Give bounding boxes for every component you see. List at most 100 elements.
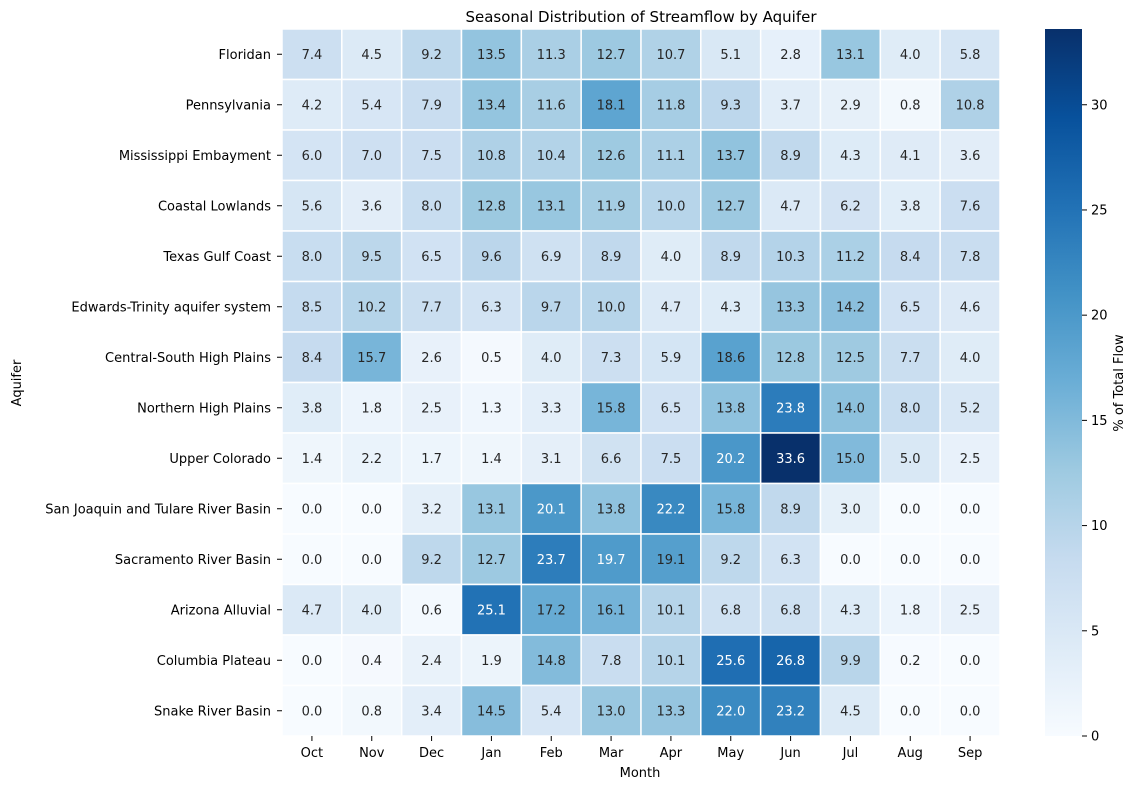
heatmap-cell xyxy=(460,533,523,586)
cell-value-label: 3.6 xyxy=(960,149,981,164)
heatmap-cell xyxy=(939,634,1001,687)
cell-value-label: 3.7 xyxy=(780,98,801,113)
colorbar-tick-label: 25 xyxy=(1091,203,1108,218)
cell-value-label: 6.8 xyxy=(720,603,741,618)
cell-value-label: 2.4 xyxy=(421,654,442,669)
cell-value-label: 12.5 xyxy=(836,351,865,366)
cell-value-label: 9.5 xyxy=(361,250,382,265)
heatmap-cell xyxy=(879,179,941,232)
cell-value-label: 5.2 xyxy=(960,401,981,416)
cell-value-label: 9.3 xyxy=(720,98,741,113)
cell-value-label: 2.5 xyxy=(421,401,442,416)
cell-value-label: 12.7 xyxy=(477,553,506,568)
cell-value-label: 4.3 xyxy=(840,603,861,618)
cell-value-label: 6.8 xyxy=(780,603,801,618)
heatmap-cell xyxy=(939,482,1001,535)
cell-value-label: 4.5 xyxy=(361,48,382,63)
heatmap-cell xyxy=(700,482,762,535)
cell-value-label: 4.7 xyxy=(302,603,323,618)
cell-value-label: 0.8 xyxy=(361,704,382,719)
cell-value-label: 13.3 xyxy=(656,704,685,719)
cell-value-label: 10.4 xyxy=(537,149,566,164)
cell-value-label: 9.2 xyxy=(421,553,442,568)
x-tick-label: May xyxy=(717,746,744,761)
cell-value-label: 2.2 xyxy=(361,452,382,467)
cell-value-label: 7.5 xyxy=(421,149,442,164)
y-tick-label: Arizona Alluvial xyxy=(171,603,271,618)
cell-value-label: 11.2 xyxy=(836,250,865,265)
cell-value-label: 18.6 xyxy=(716,351,745,366)
heatmap-cell xyxy=(341,28,403,81)
cell-value-label: 33.6 xyxy=(776,452,805,467)
cell-value-label: 11.1 xyxy=(656,149,685,164)
cell-value-label: 6.9 xyxy=(541,250,562,265)
cell-value-label: 0.2 xyxy=(900,654,921,669)
y-tick-labels: Floridan Pennsylvania Mississippi Embaymen… xyxy=(45,48,282,719)
cell-value-label: 8.9 xyxy=(720,250,741,265)
heatmap-cell xyxy=(819,482,882,535)
heatmap-cell xyxy=(400,331,463,384)
cell-value-label: 0.0 xyxy=(960,553,981,568)
heatmap-cell xyxy=(580,634,642,687)
cell-value-label: 7.8 xyxy=(601,654,622,669)
cell-value-label: 13.0 xyxy=(597,704,626,719)
heatmap-cell xyxy=(460,381,523,434)
heatmap-cell xyxy=(640,533,702,586)
heatmap-cell xyxy=(520,634,582,687)
cell-value-label: 4.2 xyxy=(302,98,323,113)
cell-value-label: 19.1 xyxy=(656,553,685,568)
cell-value-label: 7.7 xyxy=(421,300,442,315)
cell-value-label: 0.0 xyxy=(302,502,323,517)
cell-value-label: 10.0 xyxy=(656,199,685,214)
cell-value-label: 20.1 xyxy=(537,502,566,517)
cell-value-label: 13.4 xyxy=(477,98,506,113)
colorbar-label: % of Total Flow xyxy=(1112,334,1127,432)
heatmap-cell xyxy=(819,28,882,81)
heatmap-cell xyxy=(281,230,343,283)
cell-value-label: 22.2 xyxy=(656,502,685,517)
cell-value-label: 3.8 xyxy=(302,401,323,416)
heatmap-cell xyxy=(759,533,822,586)
heatmap-cell xyxy=(879,381,941,434)
heatmap-cell xyxy=(700,432,762,485)
heatmap-cell xyxy=(939,432,1001,485)
heatmap-cell xyxy=(281,179,343,232)
cell-value-label: 13.1 xyxy=(477,502,506,517)
heatmap-cell xyxy=(400,432,463,485)
cell-value-label: 0.8 xyxy=(900,98,921,113)
cell-value-label: 0.5 xyxy=(481,351,502,366)
heatmap-cell xyxy=(281,533,343,586)
cell-value-label: 4.0 xyxy=(900,48,921,63)
cell-value-label: 13.8 xyxy=(597,502,626,517)
cell-value-label: 8.0 xyxy=(900,401,921,416)
cell-value-label: 15.8 xyxy=(716,502,745,517)
cell-value-label: 26.8 xyxy=(776,654,805,669)
cell-value-label: 1.4 xyxy=(481,452,502,467)
cell-value-label: 13.3 xyxy=(776,300,805,315)
heatmap-cells: 7.4 4.5 9.2 13.5 11.3 12.7 10.7 5.1 2.8 13.1 4.0 5.… xyxy=(281,28,1001,737)
cell-value-label: 0.0 xyxy=(900,553,921,568)
cell-value-label: 9.2 xyxy=(421,48,442,63)
heatmap-cell xyxy=(520,129,582,182)
cell-value-label: 4.3 xyxy=(720,300,741,315)
cell-value-label: 6.2 xyxy=(840,199,861,214)
cell-value-label: 3.1 xyxy=(541,452,562,467)
cell-value-label: 4.3 xyxy=(840,149,861,164)
y-tick-label: Pennsylvania xyxy=(186,98,271,113)
heatmap-cell xyxy=(640,230,702,283)
heatmap-cell xyxy=(281,280,343,333)
cell-value-label: 8.9 xyxy=(780,149,801,164)
cell-value-label: 14.0 xyxy=(836,401,865,416)
cell-value-label: 11.6 xyxy=(537,98,566,113)
heatmap-cell xyxy=(939,129,1001,182)
heatmap-cell xyxy=(341,583,403,636)
cell-value-label: 4.0 xyxy=(541,351,562,366)
heatmap-cell xyxy=(939,684,1001,737)
heatmap-cell xyxy=(759,179,822,232)
x-tick-label: Jul xyxy=(842,746,859,761)
x-tick-label: Feb xyxy=(540,746,563,761)
cell-value-label: 12.6 xyxy=(597,149,626,164)
x-tick-label: Jun xyxy=(779,746,800,761)
heatmap-cell xyxy=(580,230,642,283)
